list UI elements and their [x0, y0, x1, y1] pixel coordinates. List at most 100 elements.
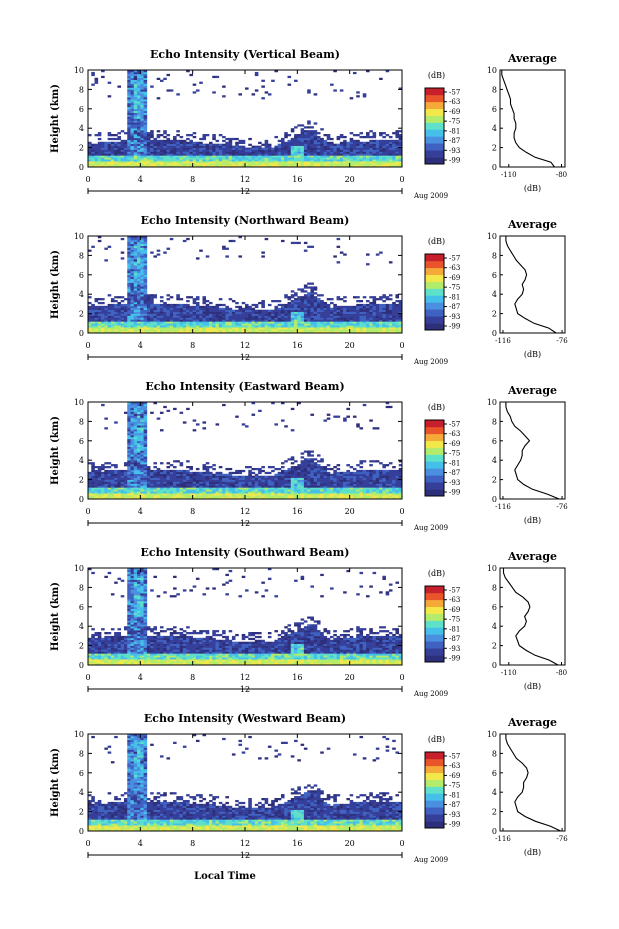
heatmap-cell: [130, 427, 135, 430]
heatmap-cell: [140, 475, 144, 478]
heatmap-cell: [91, 473, 95, 477]
heatmap-cell: [369, 311, 373, 314]
heatmap-cell: [192, 475, 197, 478]
heatmap-cell: [372, 135, 377, 139]
heatmap-cell: [280, 141, 285, 145]
heatmap-cell: [192, 489, 197, 492]
heatmap-cell: [356, 327, 360, 330]
heatmap-cell: [156, 479, 161, 482]
heatmap-cell: [392, 321, 396, 324]
heatmap-cell: [192, 309, 197, 312]
heatmap-cell: [287, 321, 292, 324]
heatmap-cell: [189, 325, 193, 328]
heatmap-cell: [195, 473, 200, 477]
heatmap-cell: [313, 311, 318, 314]
heatmap-cell: [120, 471, 125, 475]
heatmap-cell: [372, 143, 377, 146]
heatmap-cell: [140, 493, 144, 496]
heatmap-cell: [153, 485, 157, 488]
heatmap-cell: [150, 141, 154, 145]
heatmap-cell: [251, 491, 256, 494]
colorbar-tick-label: -75: [449, 284, 460, 292]
heatmap-cell: [130, 259, 135, 262]
heatmap-cell: [330, 311, 334, 314]
heatmap-cell: [212, 317, 216, 320]
heatmap-cell: [382, 141, 386, 145]
heatmap-cell: [176, 307, 180, 311]
heatmap-cell: [202, 477, 207, 480]
heatmap-cell: [199, 323, 203, 326]
heatmap-cell: [330, 309, 334, 312]
heatmap-cell: [202, 147, 207, 150]
heatmap-cell: [137, 331, 141, 334]
heatmap-cell: [91, 477, 95, 480]
heatmap-cell: [205, 315, 210, 318]
heatmap-cell: [202, 315, 207, 318]
heatmap-cell: [245, 485, 249, 488]
heatmap-cell: [369, 309, 373, 312]
heatmap-cell: [110, 464, 115, 467]
heatmap-cell: [169, 464, 174, 467]
heatmap-cell: [205, 151, 210, 154]
heatmap-cell: [130, 89, 135, 92]
heatmap-cell: [182, 327, 187, 330]
heatmap-cell: [349, 317, 354, 320]
heatmap-cell: [176, 145, 180, 148]
heatmap-cell: [133, 257, 138, 260]
heatmap-cell: [395, 130, 400, 133]
heatmap-cell: [133, 243, 138, 246]
heatmap-cell: [176, 157, 180, 160]
heatmap-cell: [127, 417, 131, 420]
heatmap-cell: [146, 159, 151, 162]
heatmap-cell: [133, 440, 138, 444]
heatmap-cell: [352, 163, 357, 166]
heatmap-cell: [333, 157, 337, 160]
heatmap-cell: [290, 303, 295, 307]
heatmap-cell: [179, 497, 184, 500]
heatmap-cell: [284, 143, 288, 146]
heatmap-cell: [258, 161, 262, 164]
heatmap-cell: [241, 477, 246, 480]
heatmap-cell: [150, 485, 154, 488]
heatmap-cell: [94, 307, 99, 311]
heatmap-cell: [375, 307, 380, 311]
heatmap-cell: [231, 481, 236, 484]
heatmap-cell: [140, 282, 144, 285]
heatmap-cell: [117, 331, 122, 334]
heatmap-cell: [209, 483, 213, 486]
heatmap-cell: [179, 477, 184, 480]
heatmap-cell: [123, 315, 128, 318]
heatmap-cell: [137, 243, 141, 246]
heatmap-cell: [313, 137, 318, 141]
heatmap-cell: [277, 159, 282, 162]
heatmap-cell: [143, 259, 148, 262]
heatmap-cell: [94, 309, 99, 312]
heatmap-cell: [284, 161, 288, 164]
heatmap-cell: [392, 161, 396, 164]
heatmap-cell: [133, 309, 138, 312]
heatmap-cell: [280, 143, 285, 146]
heatmap-cell: [382, 139, 386, 143]
heatmap-cell: [127, 89, 131, 92]
heatmap-cell: [104, 495, 108, 498]
heatmap-cell: [287, 495, 292, 498]
heatmap-cell: [133, 329, 138, 332]
heatmap-cell: [88, 305, 92, 309]
heatmap-cell: [261, 466, 265, 469]
heatmap-cell: [261, 497, 265, 500]
heatmap-cell: [235, 153, 239, 156]
heatmap-cell: [91, 471, 95, 475]
heatmap-cell: [179, 151, 184, 154]
heatmap-cell: [300, 141, 305, 145]
heatmap-cell: [88, 491, 92, 494]
heatmap-cell: [143, 75, 148, 79]
heatmap-cell: [294, 161, 298, 164]
heatmap-cell: [222, 163, 226, 166]
heatmap-cell: [140, 307, 144, 311]
heatmap-cell: [369, 155, 373, 158]
heatmap-cell: [212, 323, 216, 326]
heatmap-cell: [297, 321, 301, 324]
heatmap-cell: [189, 73, 193, 77]
heatmap-cell: [313, 309, 318, 312]
heatmap-cell: [349, 329, 354, 332]
